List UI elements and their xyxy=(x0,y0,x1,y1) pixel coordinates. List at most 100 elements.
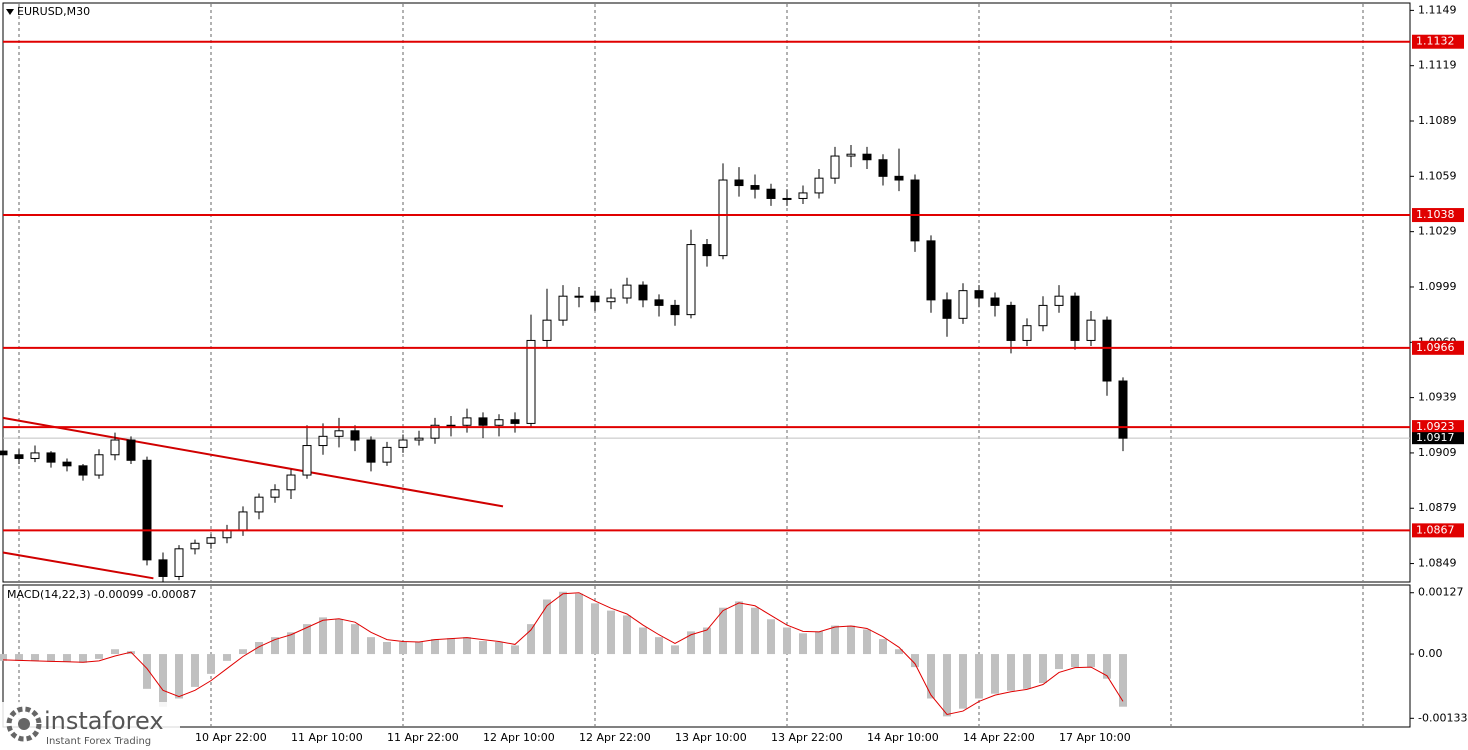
trendline xyxy=(2,551,154,580)
candle-body xyxy=(414,437,424,441)
macd-bar xyxy=(111,649,119,655)
candle-body xyxy=(142,459,152,561)
macd-bar xyxy=(991,654,999,694)
x-tick-label: 13 Apr 10:00 xyxy=(675,731,747,744)
macd-bar xyxy=(751,607,759,655)
macd-bar xyxy=(591,603,599,655)
candle-body xyxy=(638,284,648,301)
x-tick-label: 11 Apr 22:00 xyxy=(387,731,459,744)
macd-bar xyxy=(47,654,55,662)
candle-body xyxy=(590,295,600,303)
macd-bar xyxy=(239,649,247,655)
candle-body xyxy=(270,489,280,498)
macd-bar xyxy=(959,654,967,709)
macd-bar xyxy=(143,654,151,689)
candle-body xyxy=(542,319,552,341)
candle-body xyxy=(350,430,360,441)
x-tick-label: 14 Apr 10:00 xyxy=(867,731,939,744)
candle-body xyxy=(478,417,488,426)
macd-bar xyxy=(815,631,823,655)
last-price-box xyxy=(1412,432,1464,445)
candle-body xyxy=(1118,380,1128,439)
candle-body xyxy=(574,295,584,298)
level-label: 1.1038 xyxy=(1416,208,1455,221)
y-tick-label: 1.0849 xyxy=(1418,557,1457,570)
candle-body xyxy=(670,304,680,316)
macd-bar xyxy=(335,619,343,655)
macd-bar xyxy=(687,631,695,655)
macd-bar xyxy=(1087,654,1095,668)
candle-body xyxy=(1102,319,1112,382)
candle-body xyxy=(1038,304,1048,327)
logo-brand: instaforex xyxy=(44,707,164,735)
candle-body xyxy=(830,155,840,179)
y-tick-label: 0.00 xyxy=(1418,647,1443,660)
candle-body xyxy=(718,179,728,257)
candle-body xyxy=(286,474,296,491)
macd-bar xyxy=(607,610,615,655)
candle-body xyxy=(334,430,344,437)
x-tick-label: 14 Apr 22:00 xyxy=(963,731,1035,744)
candle-body xyxy=(366,439,376,463)
candle-body xyxy=(238,511,248,531)
macd-bar xyxy=(1055,654,1063,670)
candle-body xyxy=(302,445,312,476)
macd-bar xyxy=(639,627,647,655)
macd-bar xyxy=(911,654,919,668)
x-tick-label: 12 Apr 22:00 xyxy=(579,731,651,744)
macd-bar xyxy=(191,654,199,687)
logo-icon-center xyxy=(18,718,30,730)
candle-body xyxy=(318,435,328,447)
candle-body xyxy=(702,244,712,257)
x-tick-label: 10 Apr 22:00 xyxy=(195,731,267,744)
macd-bar xyxy=(175,654,183,699)
candle-body xyxy=(878,159,888,177)
candle-body xyxy=(398,439,408,448)
candle-body xyxy=(62,461,72,467)
macd-bar xyxy=(623,615,631,655)
last-price-label: 1.0917 xyxy=(1416,431,1455,444)
macd-bar xyxy=(783,627,791,655)
macd-bar xyxy=(159,654,167,707)
level-label-box xyxy=(1412,340,1464,355)
macd-bar xyxy=(319,617,327,655)
candle-body xyxy=(974,290,984,299)
y-tick-label: 1.0909 xyxy=(1418,446,1457,459)
macd-bar xyxy=(351,624,359,655)
macd-bar xyxy=(79,654,87,663)
candle-body xyxy=(126,439,136,461)
candle-body xyxy=(814,177,824,194)
candle-body xyxy=(158,559,168,577)
logo-tagline: Instant Forex Trading xyxy=(46,736,151,747)
x-tick-label: 12 Apr 10:00 xyxy=(483,731,555,744)
candle-body xyxy=(494,419,504,426)
x-tick-label: 11 Apr 10:00 xyxy=(291,731,363,744)
signal-line xyxy=(2,592,1124,715)
candle-body xyxy=(206,537,216,544)
candle-body xyxy=(862,153,872,161)
menu-triangle xyxy=(6,9,14,15)
macd-bar xyxy=(543,599,551,655)
level-label-box xyxy=(1412,34,1464,49)
macd-bar xyxy=(207,654,215,674)
macd-bar xyxy=(287,632,295,655)
y-tick-label: 1.1149 xyxy=(1418,3,1457,16)
trendline xyxy=(2,416,504,508)
y-tick-label: 1.0999 xyxy=(1418,280,1457,293)
candle-body xyxy=(30,452,40,459)
logo-icon xyxy=(6,706,42,742)
candle-body xyxy=(846,153,856,157)
macd-bar xyxy=(943,654,951,717)
y-tick-label: 1.0939 xyxy=(1418,391,1457,404)
candle-body xyxy=(798,192,808,199)
macd-bar xyxy=(1007,654,1015,691)
candle-body xyxy=(734,179,744,187)
macd-bar xyxy=(895,649,903,655)
candle-body xyxy=(606,297,616,303)
y-tick-label: -0.00133 xyxy=(1418,711,1467,724)
macd-bar xyxy=(863,629,871,655)
candle-body xyxy=(430,424,440,439)
candle-body xyxy=(110,439,120,456)
candle-body xyxy=(782,197,792,200)
